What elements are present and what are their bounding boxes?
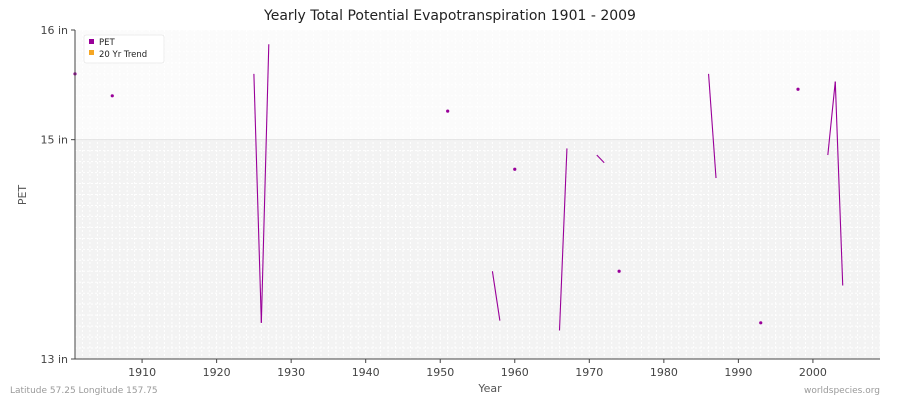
data-point <box>617 269 621 273</box>
y-tick-label: 15 in <box>40 134 68 147</box>
series-segment <box>558 148 568 331</box>
series-segment <box>260 44 270 323</box>
y-tick-label: 13 in <box>40 353 68 366</box>
chart-title: Yearly Total Potential Evapotranspiratio… <box>264 8 636 24</box>
x-tick-label: 1990 <box>724 366 752 379</box>
x-axis-label: Year <box>477 382 502 395</box>
x-tick-label: 1970 <box>575 366 603 379</box>
legend: PET 20 Yr Trend <box>83 34 165 64</box>
x-tick-label: 1920 <box>203 366 231 379</box>
axes <box>71 29 880 363</box>
grid-lines <box>74 29 881 360</box>
x-tick-label: 1940 <box>352 366 380 379</box>
footer-location: Latitude 57.25 Longitude 157.75 <box>10 386 158 396</box>
series-segment <box>827 81 836 156</box>
tick-labels: 16 in 15 in 13 in 1910 1920 1930 1940 1950 1960 1… <box>40 24 826 379</box>
data-point <box>446 109 450 113</box>
data-point <box>110 94 114 98</box>
x-tick-label: 1960 <box>501 366 529 379</box>
data-point <box>513 167 517 171</box>
series-segment <box>596 154 605 164</box>
legend-label-trend: 20 Yr Trend <box>99 50 147 60</box>
x-tick-label: 1950 <box>426 366 454 379</box>
x-tick-label: 1910 <box>128 366 156 379</box>
series-segment <box>253 73 262 323</box>
plot-band-upper <box>75 30 880 140</box>
series-layer <box>73 44 844 331</box>
y-axis-label: PET <box>16 185 29 206</box>
data-point <box>796 87 800 91</box>
legend-swatch-trend <box>89 50 94 55</box>
series-segment <box>708 73 717 179</box>
legend-swatch-pet <box>89 39 94 44</box>
x-tick-label: 2000 <box>799 366 827 379</box>
footer-source: worldspecies.org <box>803 386 880 396</box>
data-point <box>759 321 763 325</box>
y-tick-label: 16 in <box>40 24 68 37</box>
series-segment <box>491 271 501 321</box>
series-segment <box>834 81 844 286</box>
x-tick-label: 1980 <box>650 366 678 379</box>
legend-label-pet: PET <box>99 38 115 48</box>
x-tick-label: 1930 <box>277 366 305 379</box>
legend-box <box>83 34 165 64</box>
